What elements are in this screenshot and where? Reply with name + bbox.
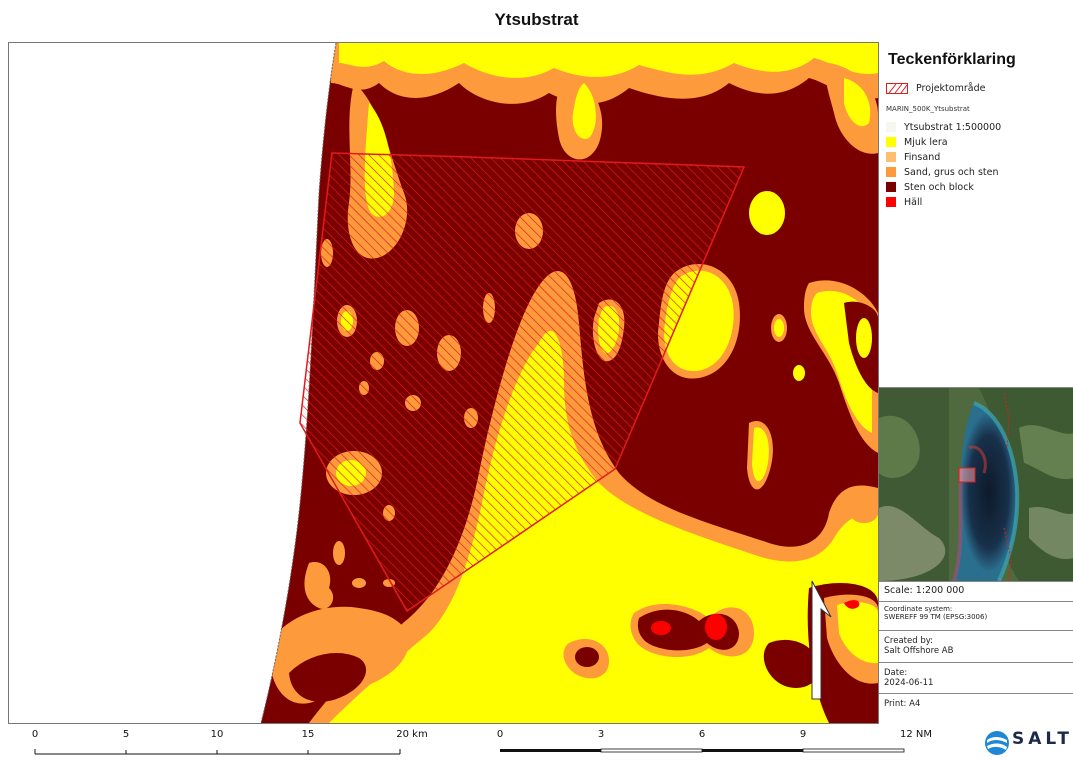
legend-item-sand-grus-sten: Sand, grus och sten xyxy=(886,165,999,179)
overview-inset-map[interactable] xyxy=(879,387,1073,582)
legend-layer-name: MARIN_500K_Ytsubstrat xyxy=(886,102,970,116)
legend-item-mjuk-lera: Mjuk lera xyxy=(886,135,948,149)
overview-satellite-image xyxy=(879,388,1073,581)
substrate-hall-2 xyxy=(705,614,727,640)
legend-item-label: Sten och block xyxy=(904,181,974,193)
scalebar-km-tick: 15 xyxy=(301,729,315,740)
scalebar-km-tick: 0 xyxy=(31,729,39,740)
scalebar-nm-tick: 12 NM xyxy=(899,729,933,740)
map-canvas[interactable] xyxy=(8,42,879,724)
date-label: Date: xyxy=(884,668,908,678)
crs-value: SWEREFF 99 TM (EPSG:3006) xyxy=(884,613,988,621)
scalebar-km: 0 5 10 15 20 km xyxy=(0,724,470,761)
scalebar-nm-tick: 3 xyxy=(597,729,605,740)
legend-item-finsand: Finsand xyxy=(886,150,940,164)
salt-logo-text: SALT xyxy=(1012,729,1073,749)
salt-logo-icon xyxy=(985,731,1009,755)
legend-swatch xyxy=(886,167,896,177)
scalebar-nm-tick: 9 xyxy=(799,729,807,740)
legend-swatch xyxy=(886,197,896,207)
legend-project-area-label: Projektområde xyxy=(916,82,986,94)
legend-swatch xyxy=(886,152,896,162)
legend-item-sten-och-block: Sten och block xyxy=(886,180,974,194)
scale-label: Scale: xyxy=(884,585,913,596)
info-print: Print: A4 xyxy=(879,695,1073,719)
scalebar-km-line xyxy=(34,749,401,755)
legend-item-label: Häll xyxy=(904,196,923,208)
overview-extent-box xyxy=(958,467,976,483)
legend-blank-swatch xyxy=(886,122,896,132)
north-arrow-icon xyxy=(811,580,832,700)
legend-group-title-label: Ytsubstrat 1:500000 xyxy=(904,121,1002,133)
legend-swatch xyxy=(886,182,896,192)
legend-item-label: Sand, grus och sten xyxy=(904,166,999,178)
substrate-hall-1 xyxy=(651,621,671,635)
legend-project-area: Projektområde xyxy=(886,81,985,95)
print-label: Print: xyxy=(884,699,907,709)
legend-group-title: Ytsubstrat 1:500000 xyxy=(886,120,1001,134)
date-value: 2024-06-11 xyxy=(884,678,934,688)
scalebar-nm-tick: 6 xyxy=(698,729,706,740)
print-value: A4 xyxy=(909,699,921,709)
scale-value: 1:200 000 xyxy=(915,585,965,596)
scalebar-nm-bar xyxy=(500,748,905,753)
scalebar-nm: 0 3 6 9 12 NM xyxy=(470,724,940,761)
legend-layer-name-label: MARIN_500K_Ytsubstrat xyxy=(886,105,970,113)
scalebar-km-tick: 10 xyxy=(210,729,224,740)
project-area-swatch-icon xyxy=(886,82,908,94)
created-label: Created by: xyxy=(884,636,934,646)
info-scale: Scale: 1:200 000 xyxy=(879,581,1073,602)
legend-swatch xyxy=(886,137,896,147)
crs-label: Coordinate system: xyxy=(884,605,953,613)
legend-item-label: Finsand xyxy=(904,151,941,163)
legend-item-hall: Häll xyxy=(886,195,922,209)
info-created-by: Created by: Salt Offshore AB xyxy=(879,632,1073,663)
created-value: Salt Offshore AB xyxy=(884,646,954,656)
scalebar-km-tick: 5 xyxy=(122,729,130,740)
legend-title: Teckenförklaring xyxy=(888,51,1016,68)
legend-item-label: Mjuk lera xyxy=(904,136,948,148)
legend-panel: Teckenförklaring Projektområde MARIN_500… xyxy=(878,42,1073,722)
substrate-map xyxy=(260,43,878,723)
scalebar-km-tick: 20 km xyxy=(396,729,428,740)
scalebar-nm-tick: 0 xyxy=(496,729,504,740)
substrate-lower-right xyxy=(563,583,878,723)
map-title: Ytsubstrat xyxy=(494,10,579,29)
info-date: Date: 2024-06-11 xyxy=(879,664,1073,694)
info-coordinate-system: Coordinate system: SWEREFF 99 TM (EPSG:3… xyxy=(879,602,1073,631)
salt-logo: SALT xyxy=(982,727,1073,761)
project-area-polygon[interactable] xyxy=(299,152,746,613)
